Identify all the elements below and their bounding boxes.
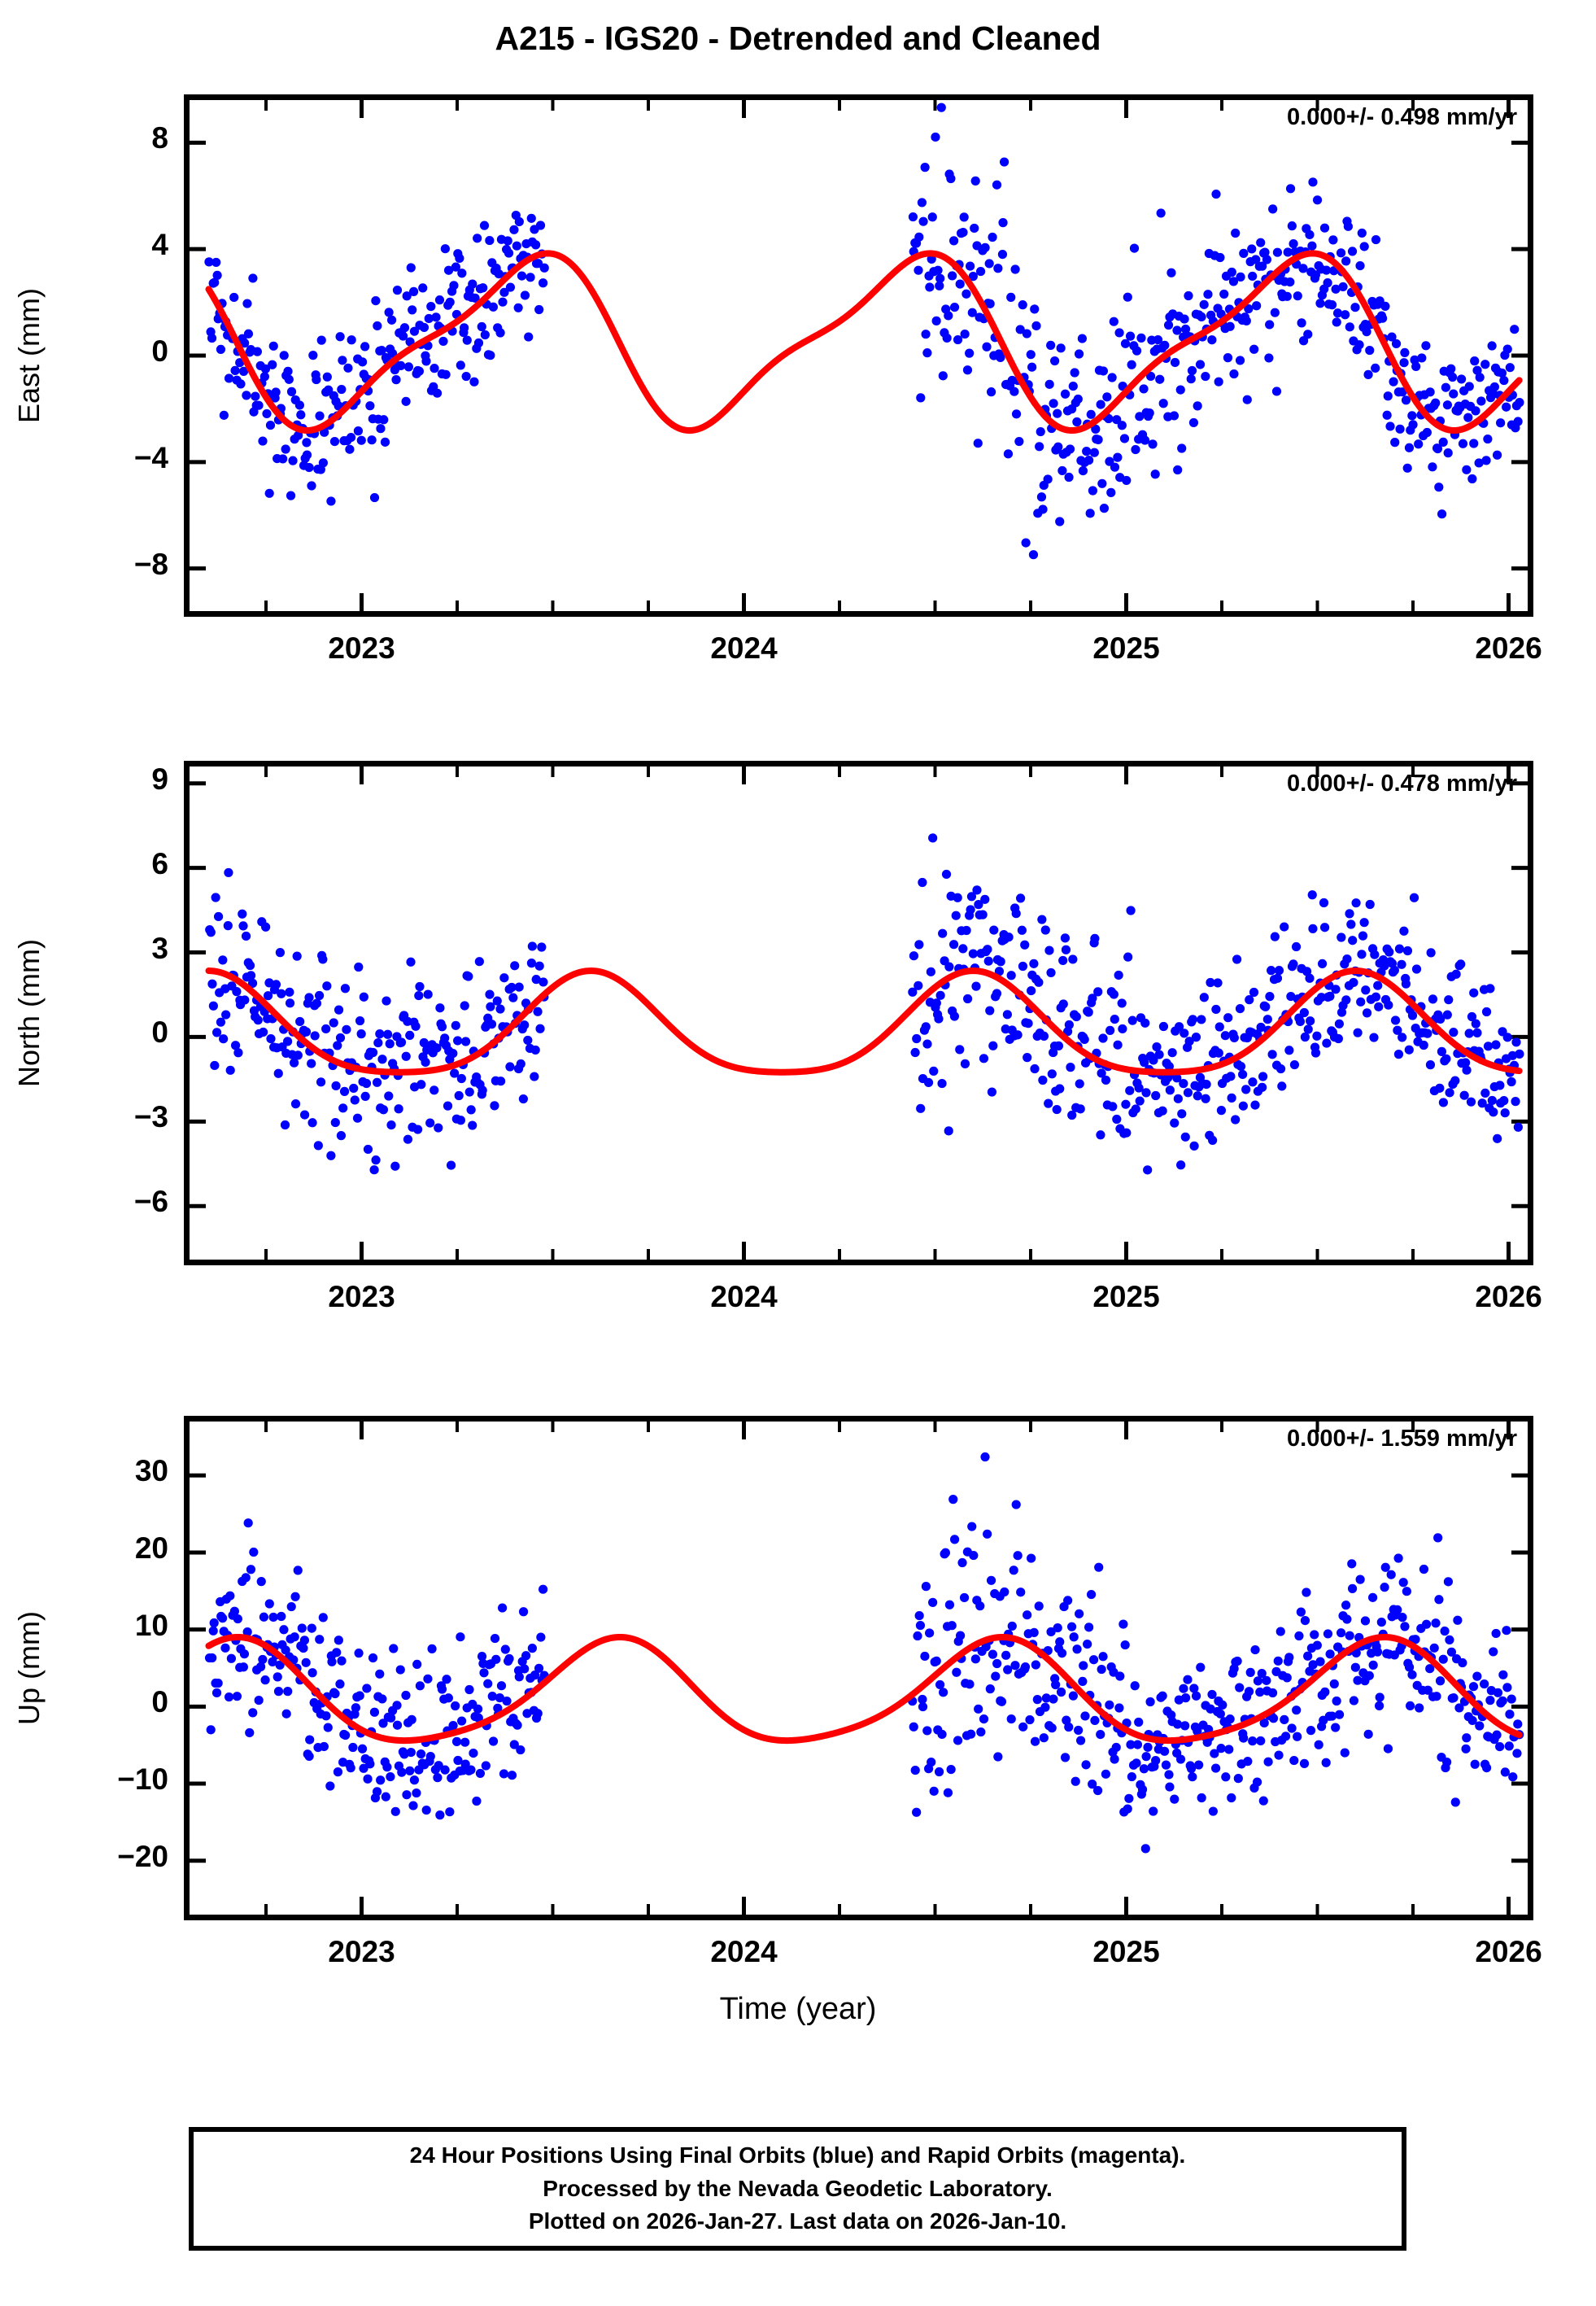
x-tick-label-east-0: 2023 — [328, 631, 395, 665]
plot-area-up — [184, 1416, 1533, 1920]
y-axis-label-east: East (mm) — [12, 288, 46, 423]
axis-ticks — [190, 766, 1528, 1260]
rate-annotation-north: 0.000+/- 0.478 mm/yr — [1287, 771, 1517, 797]
fit-curve — [205, 1633, 1523, 1745]
y-tick-label-up-5: −20 — [117, 1839, 168, 1873]
y-tick-label-up-3: 0 — [151, 1685, 168, 1719]
data-points — [204, 1452, 1524, 1854]
footer-line-2: Processed by the Nevada Geodetic Laborat… — [543, 2175, 1053, 2201]
x-tick-label-north-1: 2024 — [710, 1280, 778, 1313]
y-axis-label-north: North (mm) — [12, 939, 46, 1087]
x-tick-label-up-2: 2025 — [1092, 1935, 1160, 1968]
y-tick-label-north-4: −3 — [133, 1100, 168, 1134]
plot-svg-north — [190, 766, 1528, 1260]
footer-line-3: Plotted on 2026-Jan-27. Last data on 202… — [528, 2208, 1067, 2234]
page-title: A215 - IGS20 - Detrended and Cleaned — [495, 20, 1101, 57]
rate-annotation-east: 0.000+/- 0.498 mm/yr — [1287, 104, 1517, 130]
rate-annotation-up: 0.000+/- 1.559 mm/yr — [1287, 1426, 1517, 1452]
x-tick-label-east-2: 2025 — [1092, 631, 1160, 665]
y-tick-label-north-0: 9 — [151, 762, 168, 796]
y-tick-label-up-1: 20 — [134, 1531, 168, 1565]
plot-area-east — [184, 94, 1533, 617]
fit-curve — [205, 967, 1523, 1076]
x-tick-label-up-0: 2023 — [328, 1935, 395, 1968]
x-tick-label-up-3: 2026 — [1475, 1935, 1542, 1968]
x-tick-label-north-3: 2026 — [1475, 1280, 1542, 1313]
y-tick-label-north-5: −6 — [133, 1185, 168, 1219]
y-tick-label-east-2: 0 — [151, 334, 168, 368]
y-tick-label-north-3: 0 — [151, 1015, 168, 1050]
x-tick-label-east-3: 2026 — [1475, 631, 1542, 665]
data-points — [204, 103, 1524, 560]
plot-svg-east — [190, 100, 1528, 611]
y-tick-label-east-4: −8 — [133, 547, 168, 581]
y-tick-label-up-2: 10 — [134, 1608, 168, 1642]
y-tick-label-north-1: 6 — [151, 846, 168, 880]
x-tick-label-up-1: 2024 — [710, 1935, 778, 1968]
x-tick-label-east-1: 2024 — [710, 631, 778, 665]
x-tick-label-north-0: 2023 — [328, 1280, 395, 1313]
plot-area-north — [184, 761, 1533, 1265]
footer-line-1: 24 Hour Positions Using Final Orbits (bl… — [409, 2142, 1186, 2168]
data-points — [205, 833, 1524, 1175]
y-tick-label-east-3: −4 — [133, 440, 168, 474]
y-tick-label-east-1: 4 — [151, 228, 168, 262]
y-tick-label-up-0: 30 — [134, 1454, 168, 1488]
axis-ticks — [190, 100, 1528, 611]
y-tick-label-up-4: −10 — [117, 1762, 168, 1797]
axis-ticks — [190, 1422, 1528, 1915]
footer-caption-box: 24 Hour Positions Using Final Orbits (bl… — [189, 2127, 1406, 2251]
fit-curve — [205, 250, 1523, 434]
y-tick-label-east-0: 8 — [151, 121, 168, 155]
x-axis-label: Time (year) — [719, 1992, 877, 2026]
y-tick-label-north-2: 3 — [151, 931, 168, 965]
plot-svg-up — [190, 1422, 1528, 1915]
y-axis-label-up: Up (mm) — [12, 1611, 46, 1725]
x-tick-label-north-2: 2025 — [1092, 1280, 1160, 1313]
